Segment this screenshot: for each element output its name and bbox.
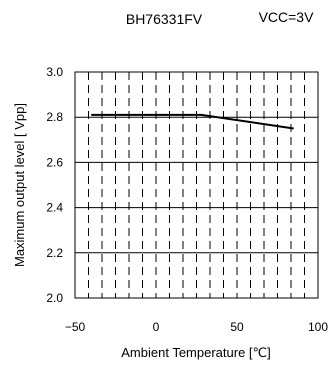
y-tick-label: 2.8 — [46, 110, 63, 124]
series-layer — [91, 113, 294, 130]
grid-vertical — [88, 72, 305, 298]
chart-subtitle: VCC=3V — [259, 9, 315, 25]
y-tick-label: 2.0 — [46, 291, 63, 305]
y-tick-labels: 2.0 2.2 2.4 2.6 2.8 3.0 — [46, 65, 63, 305]
x-tick-label: 50 — [230, 320, 244, 334]
series-line — [91, 113, 294, 130]
grid-horizontal — [75, 116, 318, 254]
plot-area-frame — [74, 71, 319, 299]
y-tick-label: 3.0 — [46, 65, 63, 79]
x-tick-labels: −50 0 50 100 — [65, 320, 329, 334]
y-tick-label: 2.2 — [46, 246, 63, 260]
y-axis-label: Maximum output level [ Vpp] — [12, 103, 27, 267]
y-tick-label: 2.6 — [46, 155, 63, 169]
y-tick-label: 2.4 — [46, 201, 63, 215]
chart-title: BH76331FV — [126, 11, 203, 27]
x-tick-label: 0 — [153, 320, 160, 334]
x-tick-label: 100 — [308, 320, 328, 334]
x-axis-label: Ambient Temperature [℃] — [121, 345, 270, 360]
x-tick-label: −50 — [65, 320, 86, 334]
